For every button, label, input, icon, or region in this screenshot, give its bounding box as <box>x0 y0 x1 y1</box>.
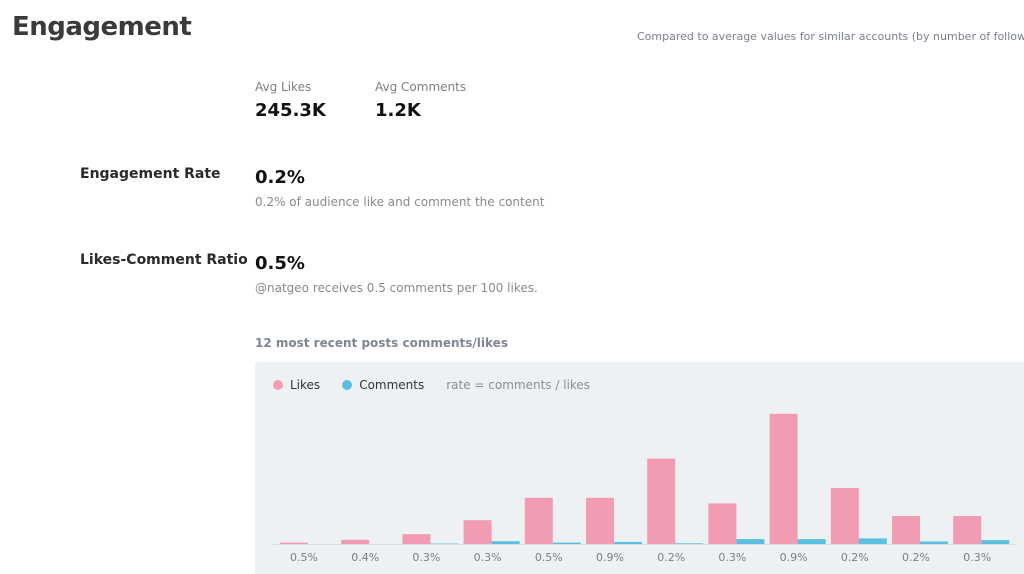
chart-title: 12 most recent posts comments/likes <box>255 336 508 350</box>
legend-likes[interactable]: Likes <box>273 378 320 392</box>
likes-bar[interactable] <box>402 534 431 544</box>
x-tick-label: 0.3% <box>474 551 502 564</box>
x-tick-label: 0.5% <box>290 551 318 564</box>
avg-comments-value: 1.2K <box>375 100 421 121</box>
avg-likes-label: Avg Likes <box>255 80 312 94</box>
page-title: Engagement <box>12 12 192 42</box>
likes-bar[interactable] <box>647 458 676 544</box>
legend-rate-note: rate = comments / likes <box>446 378 591 392</box>
legend-comments-label: Comments <box>359 378 425 392</box>
likes-bar[interactable] <box>708 503 737 544</box>
likes-bar[interactable] <box>953 516 982 544</box>
likes-bar[interactable] <box>830 488 859 544</box>
comments-bar[interactable] <box>491 541 520 544</box>
comments-bar[interactable] <box>981 540 1010 544</box>
bar-chart: 0.5% 0.4% 0.3% 0.3% 0.5% 0.9% 0.2% 0.3% 0.9% 0.2%… <box>273 413 1015 564</box>
avg-comments-label: Avg Comments <box>375 80 467 94</box>
comments-bar[interactable] <box>920 541 948 544</box>
x-tick-label: 0.2% <box>902 551 930 564</box>
comments-bar[interactable] <box>552 542 581 544</box>
comments-bar[interactable] <box>858 538 887 544</box>
x-tick-label: 0.3% <box>412 551 440 564</box>
likes-dot-icon <box>273 380 283 390</box>
legend-comments[interactable]: Comments <box>342 378 424 392</box>
likes-bar[interactable] <box>586 497 614 544</box>
avg-likes-value: 245.3K <box>255 100 326 121</box>
likes-bar[interactable] <box>280 542 308 544</box>
chart-legend: Likes Comments rate = comments / likes <box>273 378 590 392</box>
comments-bar[interactable] <box>614 541 642 544</box>
comments-bar[interactable] <box>797 539 826 544</box>
x-tick-label: 0.2% <box>841 551 869 564</box>
likes-comment-ratio-label: Likes-Comment Ratio <box>80 252 248 268</box>
x-tick-label: 0.3% <box>963 551 991 564</box>
likes-bar[interactable] <box>524 497 553 544</box>
engagement-rate-value: 0.2% <box>255 167 305 188</box>
engagement-rate-label: Engagement Rate <box>80 166 221 182</box>
likes-bar[interactable] <box>892 516 920 544</box>
x-tick-label: 0.9% <box>596 551 624 564</box>
likes-bar[interactable] <box>769 413 798 544</box>
likes-comment-ratio-value: 0.5% <box>255 253 305 274</box>
comparison-note: Compared to average values for similar a… <box>637 30 1024 43</box>
likes-comment-ratio-description: @natgeo receives 0.5 comments per 100 li… <box>255 281 538 295</box>
x-tick-label: 0.3% <box>718 551 746 564</box>
likes-bar[interactable] <box>463 520 492 544</box>
x-tick-label: 0.2% <box>657 551 685 564</box>
engagement-rate-description: 0.2% of audience like and comment the co… <box>255 195 545 209</box>
likes-bar[interactable] <box>341 539 370 544</box>
legend-likes-label: Likes <box>290 378 321 392</box>
comments-dot-icon <box>342 380 353 390</box>
chart-panel: Likes Comments rate = comments / likes 0… <box>255 362 1024 574</box>
comments-bar[interactable] <box>675 543 704 544</box>
x-tick-label: 0.4% <box>351 551 379 564</box>
x-tick-label: 0.5% <box>535 551 563 564</box>
x-tick-label: 0.9% <box>780 551 808 564</box>
comments-bar[interactable] <box>736 539 765 544</box>
